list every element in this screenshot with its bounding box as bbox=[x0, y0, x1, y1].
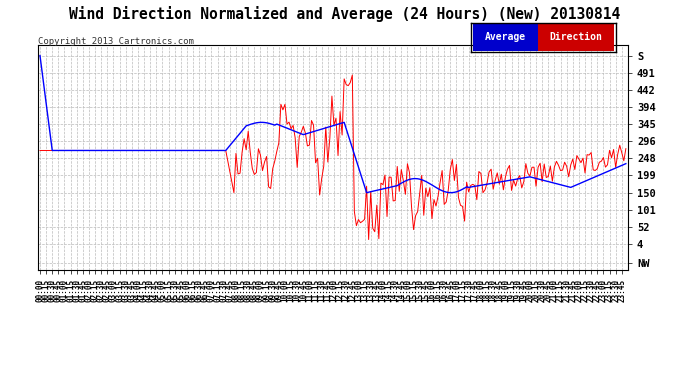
Text: Wind Direction Normalized and Average (24 Hours) (New) 20130814: Wind Direction Normalized and Average (2… bbox=[70, 6, 620, 22]
Text: Average: Average bbox=[485, 33, 526, 42]
Text: Copyright 2013 Cartronics.com: Copyright 2013 Cartronics.com bbox=[38, 38, 194, 46]
Text: Direction: Direction bbox=[550, 33, 602, 42]
